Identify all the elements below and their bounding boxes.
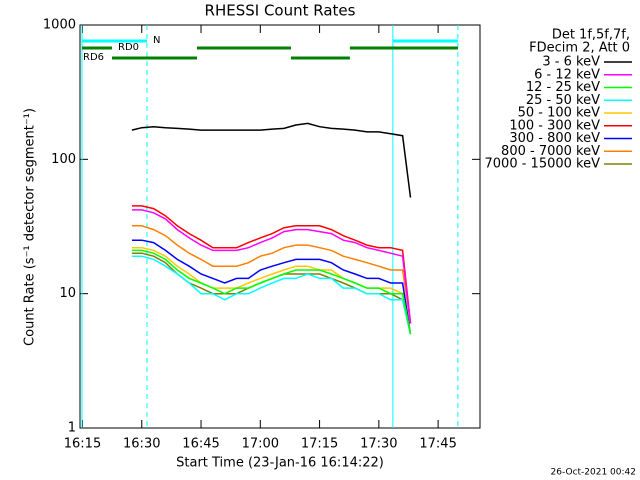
y-tick-label: 10	[59, 286, 76, 301]
x-tick-label: 16:15	[64, 437, 101, 452]
y-tick-label: 1000	[43, 18, 76, 33]
x-tick-label: 17:15	[301, 437, 338, 452]
series-line	[131, 239, 412, 335]
legend-title: FDecim 2, Att 0	[529, 41, 630, 56]
legend-label: 3 - 6 keV	[542, 55, 600, 70]
series-line	[131, 122, 412, 198]
legend-label: 25 - 50 keV	[526, 93, 600, 108]
x-tick-label: 17:30	[360, 437, 397, 452]
series-line	[131, 209, 412, 324]
state-bar-label: RD0	[118, 42, 139, 53]
y-tick-label: 100	[51, 152, 76, 167]
x-tick-label: 17:00	[242, 437, 279, 452]
y-tick-label: 1	[68, 421, 76, 436]
legend-label: 7000 - 15000 keV	[485, 157, 601, 172]
x-tick-label: 16:30	[123, 437, 160, 452]
series-line	[131, 205, 412, 324]
chart-title: RHESSI Count Rates	[205, 2, 356, 20]
series-line	[131, 255, 412, 335]
legend-label: 12 - 25 keV	[526, 80, 600, 95]
legend-label: 100 - 300 keV	[509, 118, 600, 133]
y-axis-label: Count Rate (s⁻¹ detector segment⁻¹)	[23, 108, 38, 346]
legend-label: 300 - 800 keV	[509, 131, 600, 146]
footer: 26-Oct-2021 00:42	[551, 468, 636, 478]
plot-frame	[79, 24, 481, 429]
state-bar-label: N	[153, 35, 160, 46]
x-tick-label: 16:45	[182, 437, 219, 452]
state-bar-label: RD6	[83, 52, 104, 63]
x-axis-label: Start Time (23-Jan-16 16:14:22)	[176, 456, 384, 471]
series-line	[131, 249, 412, 335]
legend-title: Det 1f,5f,7f,	[552, 28, 630, 43]
x-tick-label: 17:45	[419, 437, 456, 452]
legend-label: 800 - 7000 keV	[501, 144, 600, 159]
legend-label: 50 - 100 keV	[518, 106, 601, 121]
legend-label: 6 - 12 keV	[534, 67, 600, 82]
series-line	[131, 225, 412, 324]
